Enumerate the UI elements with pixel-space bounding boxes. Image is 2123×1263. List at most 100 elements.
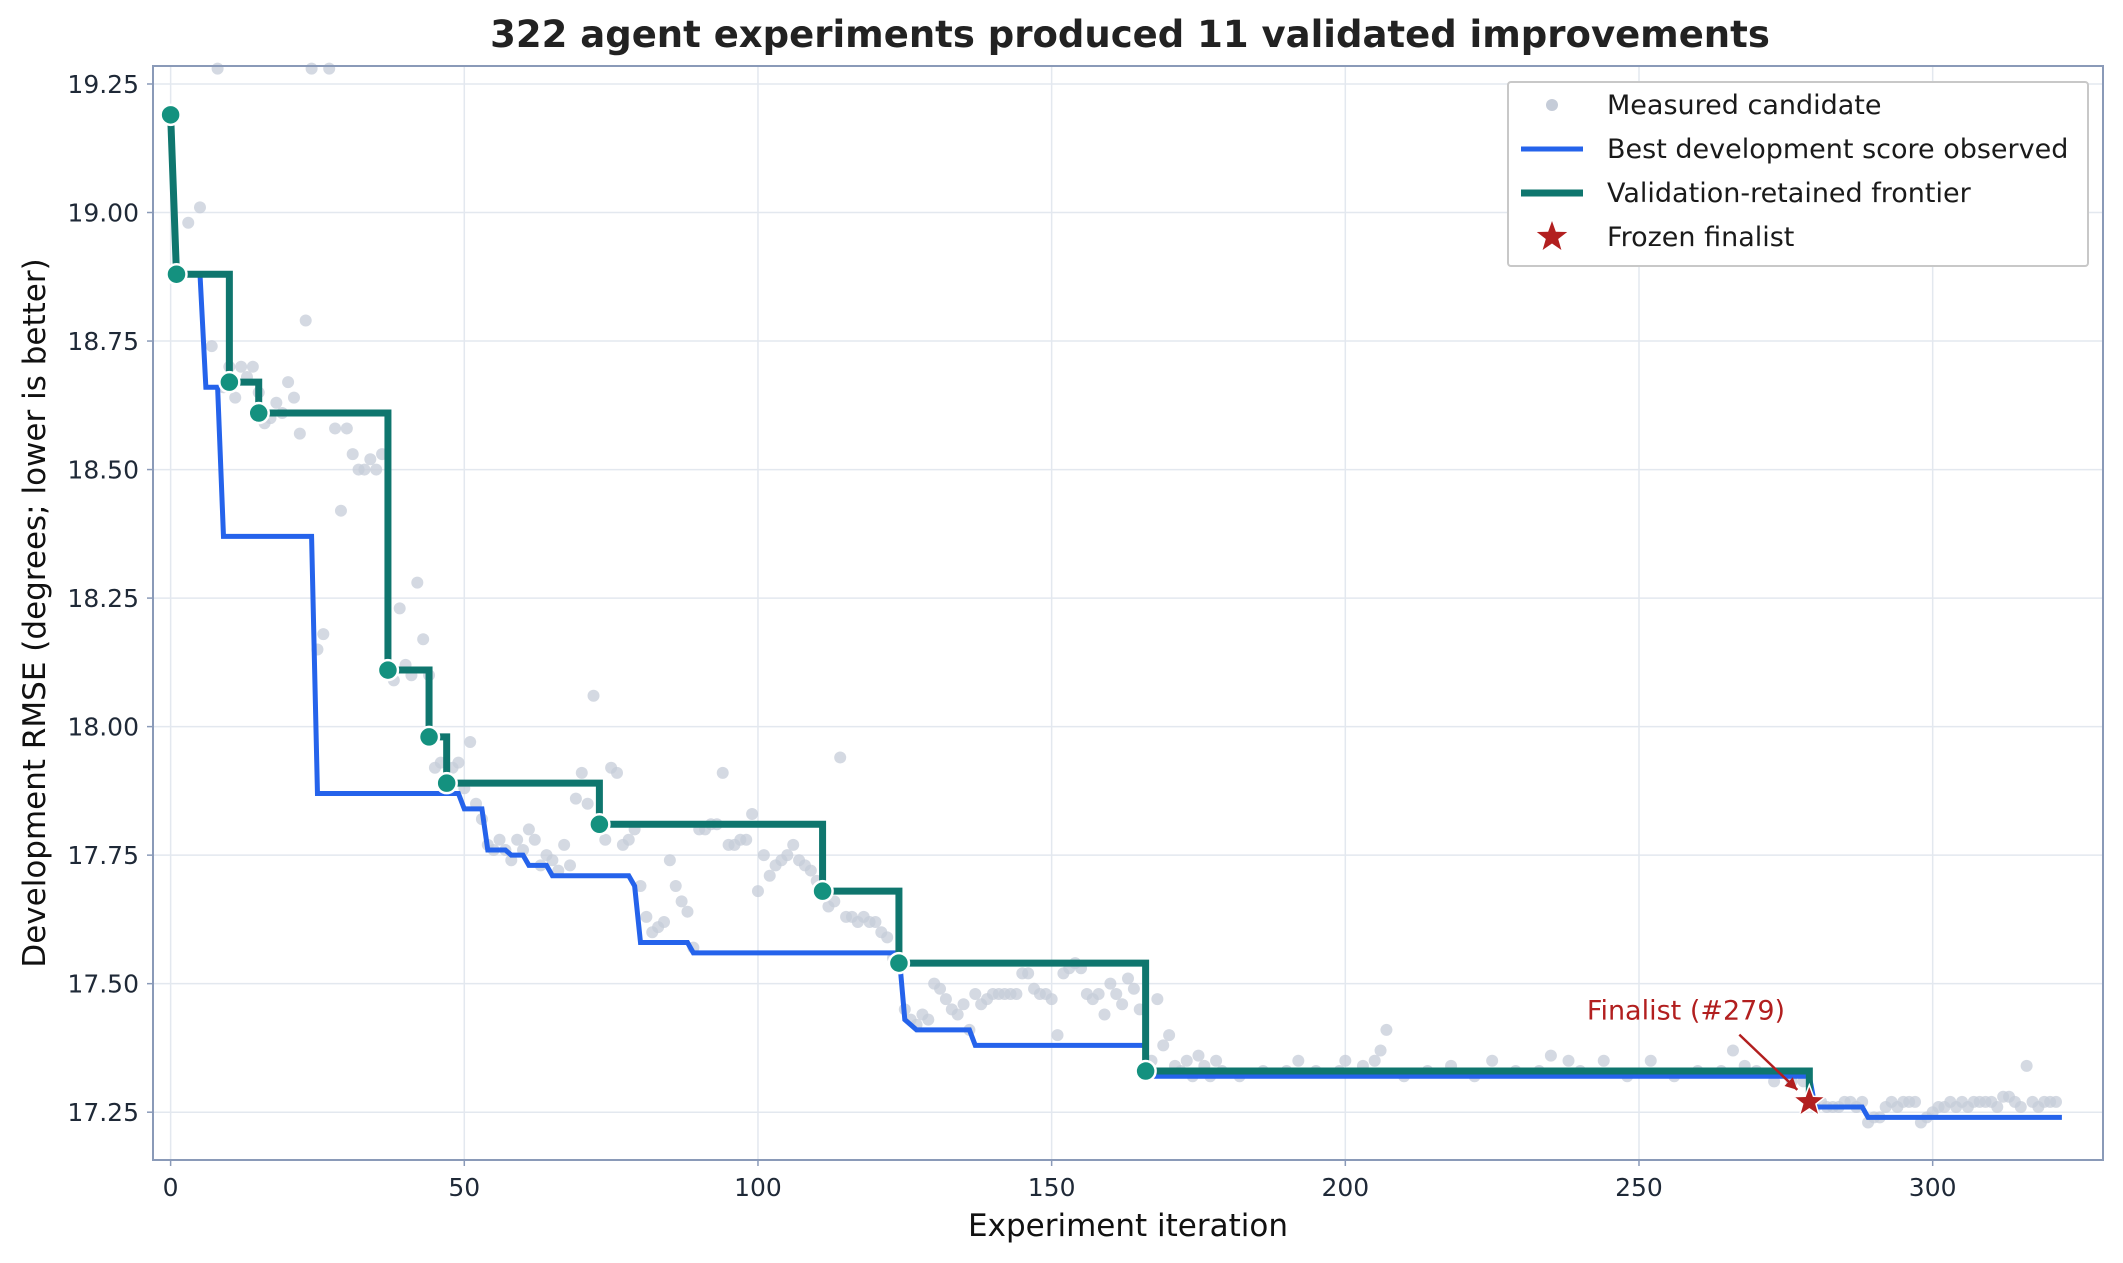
frontier-point xyxy=(247,401,270,425)
candidate-point xyxy=(393,602,406,615)
annotation-arrow xyxy=(1738,1033,1799,1091)
candidate-point xyxy=(787,838,800,851)
candidate-point xyxy=(299,314,312,327)
candidate-point xyxy=(364,453,377,466)
candidate-point xyxy=(246,360,259,373)
frontier-point xyxy=(218,370,241,394)
candidate-point xyxy=(1991,1101,2004,1114)
candidate-point xyxy=(317,628,330,641)
y-tick-label: 17.50 xyxy=(67,970,139,999)
y-tick-label: 17.25 xyxy=(67,1098,139,1127)
candidate-point xyxy=(1022,967,1035,980)
y-tick-label: 18.25 xyxy=(67,584,139,613)
x-tick-label: 300 xyxy=(1909,1173,1957,1202)
candidate-point xyxy=(969,987,982,1000)
candidate-point xyxy=(828,895,841,908)
frontier-point xyxy=(588,813,611,836)
candidate-point xyxy=(804,864,817,877)
candidate-point xyxy=(599,833,612,846)
candidate-point xyxy=(305,62,318,75)
x-tick-label: 200 xyxy=(1321,1173,1369,1202)
finalist-annotation: Finalist (#279) xyxy=(1587,996,1799,1091)
candidate-point xyxy=(346,448,359,461)
legend-label-candidate: Measured candidate xyxy=(1607,90,1882,121)
candidate-point xyxy=(740,833,753,846)
candidate-point xyxy=(235,360,248,373)
candidate-point xyxy=(2050,1095,2063,1108)
frontier-point xyxy=(435,771,458,795)
candidate-point xyxy=(287,391,300,404)
candidate-point xyxy=(869,915,882,928)
grid xyxy=(153,66,2103,1160)
candidate-point xyxy=(329,422,342,435)
candidate-point xyxy=(270,396,283,409)
y-tick-label: 18.00 xyxy=(67,713,139,742)
candidate-point xyxy=(417,633,430,646)
y-tick-label: 19.25 xyxy=(67,70,139,99)
candidate-point xyxy=(1339,1054,1352,1067)
candidate-point xyxy=(546,854,559,867)
candidate-point xyxy=(681,905,694,918)
candidate-point xyxy=(282,376,295,389)
candidate-point xyxy=(1644,1054,1657,1067)
candidate-point xyxy=(211,62,224,75)
candidate-point xyxy=(569,792,582,805)
y-tick-label: 18.75 xyxy=(67,327,139,356)
validation-frontier-line xyxy=(167,114,1813,1102)
candidate-point xyxy=(611,766,624,779)
candidate-point xyxy=(1122,972,1134,985)
x-tick-label: 50 xyxy=(448,1173,480,1202)
legend: Measured candidate Best development scor… xyxy=(1507,81,2089,267)
candidate-point xyxy=(452,756,465,769)
candidate-point xyxy=(1726,1044,1739,1057)
candidate-point xyxy=(757,849,770,862)
y-tick-label: 19.00 xyxy=(67,199,139,228)
y-tick-label: 18.50 xyxy=(67,456,139,485)
candidate-point xyxy=(370,463,383,476)
candidate-point xyxy=(1292,1054,1305,1067)
candidate-point xyxy=(834,751,847,764)
x-tick-label: 0 xyxy=(163,1173,179,1202)
candidate-point xyxy=(1092,987,1105,1000)
finalist-star-icon xyxy=(1791,1082,1828,1118)
candidate-point xyxy=(205,340,218,353)
candidate-point xyxy=(934,982,947,995)
candidate-point xyxy=(1380,1023,1393,1036)
candidate-point xyxy=(1368,1054,1381,1067)
legend-label-best: Best development score observed xyxy=(1607,134,2068,165)
finalist-marker-group xyxy=(1791,1082,1828,1118)
candidate-point xyxy=(564,859,577,872)
y-tick-label: 17.75 xyxy=(67,841,139,870)
candidate-point xyxy=(751,885,764,898)
candidate-point xyxy=(1562,1054,1575,1067)
candidate-point xyxy=(575,766,588,779)
candidate-point xyxy=(1045,993,1058,1006)
candidate-point xyxy=(781,849,794,862)
candidate-point xyxy=(1374,1044,1387,1057)
candidate-point xyxy=(669,879,682,892)
candidate-point xyxy=(1210,1054,1223,1067)
candidate-point xyxy=(622,833,635,846)
candidate-point xyxy=(716,766,729,779)
candidate-point xyxy=(511,833,524,846)
candidate-point xyxy=(293,427,306,440)
frontier-point xyxy=(811,879,834,903)
x-tick-label: 250 xyxy=(1615,1173,1663,1202)
candidate-point xyxy=(2020,1059,2033,1072)
candidate-point xyxy=(957,998,970,1011)
candidate-point xyxy=(763,869,776,882)
frontier-point xyxy=(165,262,188,286)
candidate-point xyxy=(1157,1039,1170,1052)
candidate-point xyxy=(1010,987,1023,1000)
candidate-point xyxy=(1163,1029,1176,1042)
legend-candidate-symbol xyxy=(1546,99,1558,111)
candidate-point xyxy=(1110,987,1123,1000)
frontier-point xyxy=(376,658,400,682)
x-axis-title: Experiment iteration xyxy=(968,1208,1288,1244)
candidate-point xyxy=(193,201,206,214)
candidate-point xyxy=(464,736,477,749)
candidate-point xyxy=(675,895,688,908)
candidate-point xyxy=(746,808,759,821)
candidate-point xyxy=(323,62,336,75)
